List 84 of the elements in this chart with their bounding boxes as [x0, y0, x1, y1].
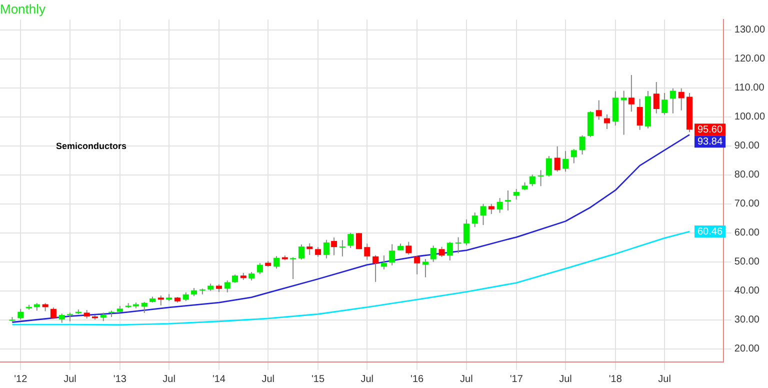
candlestick [306, 242, 313, 256]
x-tick-label: '12 [14, 374, 28, 385]
candlestick [496, 198, 503, 214]
candlestick [529, 174, 536, 187]
y-tick-label: 130.00 [734, 24, 766, 36]
candlestick [380, 255, 387, 270]
candlestick [562, 150, 568, 172]
y-tick-label: 30.00 [734, 314, 760, 326]
candlestick [290, 256, 296, 280]
y-tick-label: 120.00 [734, 54, 766, 65]
x-tick-label: Jul [162, 374, 176, 385]
candlestick [141, 301, 148, 314]
candlestick [348, 232, 354, 248]
candlestick [58, 313, 65, 324]
data-label: 60.46 [697, 226, 723, 238]
candlestick [513, 188, 520, 200]
candlestick [256, 262, 263, 275]
candlestick [372, 254, 379, 282]
candlestick [298, 244, 304, 260]
candlestick [653, 81, 660, 114]
candlestick [620, 90, 627, 136]
candlestick [438, 246, 445, 258]
candlestick [636, 98, 643, 130]
candlestick [570, 148, 577, 164]
candlestick [596, 100, 602, 120]
candlestick [323, 239, 330, 259]
x-tick-label: '17 [510, 374, 524, 385]
candlestick [315, 246, 322, 258]
x-tick-label: Jul [360, 374, 374, 385]
x-tick-label: '13 [113, 374, 127, 385]
y-tick-label: 50.00 [734, 256, 760, 268]
candlestick [414, 255, 420, 275]
x-tick-label: Jul [460, 374, 473, 385]
candlestick [364, 243, 370, 260]
x-tick-label: Jul [559, 374, 572, 385]
candlestick [488, 203, 494, 215]
candlestick [504, 190, 511, 212]
x-tick-label: '14 [212, 374, 226, 385]
candlestick [430, 245, 436, 262]
x-tick-label: '15 [311, 374, 325, 385]
candlestick [389, 244, 396, 266]
candlestick [50, 306, 56, 320]
candlestick [546, 155, 552, 178]
y-tick-label: 90.00 [734, 140, 760, 152]
candlestick [604, 114, 610, 130]
candlestick [339, 240, 346, 257]
x-tick-label: Jul [64, 374, 76, 385]
candlestick [67, 312, 74, 322]
y-tick-label: 100.00 [734, 112, 766, 123]
x-tick-label: '18 [608, 374, 622, 385]
x-tick-label: '16 [410, 374, 424, 385]
candlestick [662, 92, 668, 116]
candlestick [480, 203, 486, 226]
x-tick-label: Jul [262, 374, 274, 385]
candlestick [628, 74, 634, 112]
candlestick [406, 241, 412, 256]
candlestick [422, 258, 428, 278]
candlestick [455, 236, 462, 254]
candlestick [158, 295, 164, 306]
candlestick [274, 256, 280, 270]
candlestick [224, 280, 230, 293]
y-tick-label: 40.00 [734, 286, 760, 297]
candlestick [579, 134, 586, 156]
text: 95.60 [697, 124, 723, 136]
candlestick [678, 88, 684, 111]
candlestick [18, 308, 24, 320]
y-tick-label: 110.00 [734, 82, 765, 94]
candlestick [331, 237, 338, 256]
candlestick [670, 88, 676, 114]
candlestick [472, 212, 478, 228]
x-tick-label: Jul [658, 374, 671, 385]
y-tick-label: 70.00 [734, 198, 760, 210]
y-tick-label: 60.00 [734, 228, 760, 239]
candlestick [538, 170, 544, 187]
candlestick [612, 90, 618, 126]
data-label: 93.84 [697, 136, 723, 148]
y-tick-label: 80.00 [734, 170, 760, 181]
candlestick [446, 241, 453, 261]
candlestick [587, 110, 594, 138]
candlestick [554, 146, 560, 172]
annotation: Semiconductors [56, 140, 127, 151]
candlestick [463, 219, 470, 246]
y-tick-label: 20.00 [734, 344, 760, 355]
chart-title: Monthly [0, 1, 46, 16]
